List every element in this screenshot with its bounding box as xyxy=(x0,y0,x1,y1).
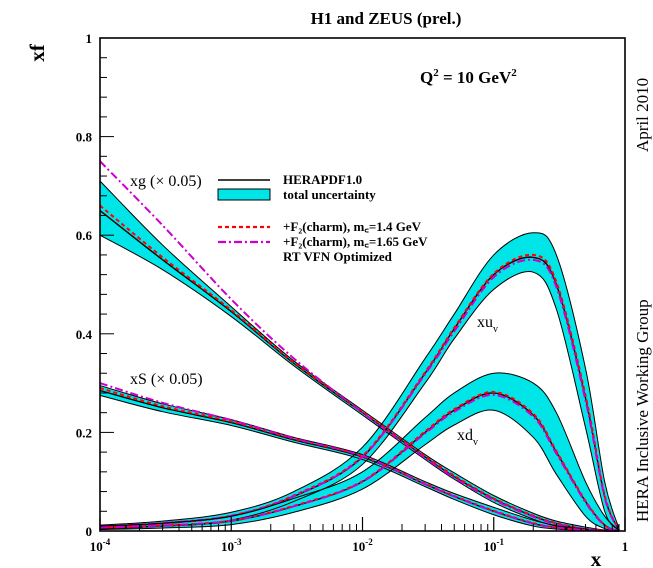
band-upper-edge xyxy=(99,232,620,529)
x-tick-label: 10-2 xyxy=(352,537,373,554)
legend-entry-uncertainty: total uncertainty xyxy=(283,187,376,202)
charm14-line xyxy=(99,204,620,532)
axis-ticks xyxy=(99,37,626,532)
x-tick-label: 10-1 xyxy=(484,537,505,554)
legend-entry-rtvfn: RT VFN Optimized xyxy=(283,249,393,264)
charm165-line xyxy=(99,382,620,532)
label-xs: xS (× 0.05) xyxy=(130,371,203,388)
x-tick-label: 10-4 xyxy=(90,537,111,554)
band-upper-edge xyxy=(99,372,620,531)
y-tick-label: 0.4 xyxy=(76,327,93,342)
y-axis-label: xf xyxy=(25,43,49,62)
label-xuv: xuv xyxy=(477,314,498,335)
label-xg: xg (× 0.05) xyxy=(130,173,202,190)
y-tick-label: 1 xyxy=(86,31,93,46)
side-text-date: April 2010 xyxy=(633,78,652,152)
x-tick-label: 1 xyxy=(622,539,629,554)
y-tick-label: 0.2 xyxy=(76,425,92,440)
legend-entry-charm14: +F₂(charm), m꜀=1.4 GeV xyxy=(283,219,422,234)
y-tick-label: 0 xyxy=(86,524,93,539)
y-tick-label: 0.8 xyxy=(76,130,93,145)
legend-entry-charm165: +F₂(charm), m꜀=1.65 GeV xyxy=(283,234,428,249)
y-tick-label: 0.6 xyxy=(76,228,93,243)
x-axis-label: x xyxy=(591,547,602,568)
legend: HERAPDF1.0 total uncertainty +F₂(charm),… xyxy=(217,172,428,264)
x-tick-label: 10-3 xyxy=(221,537,242,554)
legend-swatch-band xyxy=(217,188,271,201)
series-lines xyxy=(99,160,620,532)
side-text-group: HERA Inclusive Working Group xyxy=(633,299,652,522)
band-upper-edge xyxy=(99,180,620,532)
axis-tick-labels: 10-4 10-3 10-2 10-1 1 0 0.2 0.4 0.6 0.8 1 xyxy=(76,31,629,554)
chart-title: H1 and ZEUS (prel.) xyxy=(311,9,462,28)
q2-annotation: Q2 = 10 GeV2 xyxy=(420,67,517,87)
label-xdv: xdv xyxy=(457,427,478,448)
legend-entry-herapdf: HERAPDF1.0 xyxy=(283,172,362,187)
